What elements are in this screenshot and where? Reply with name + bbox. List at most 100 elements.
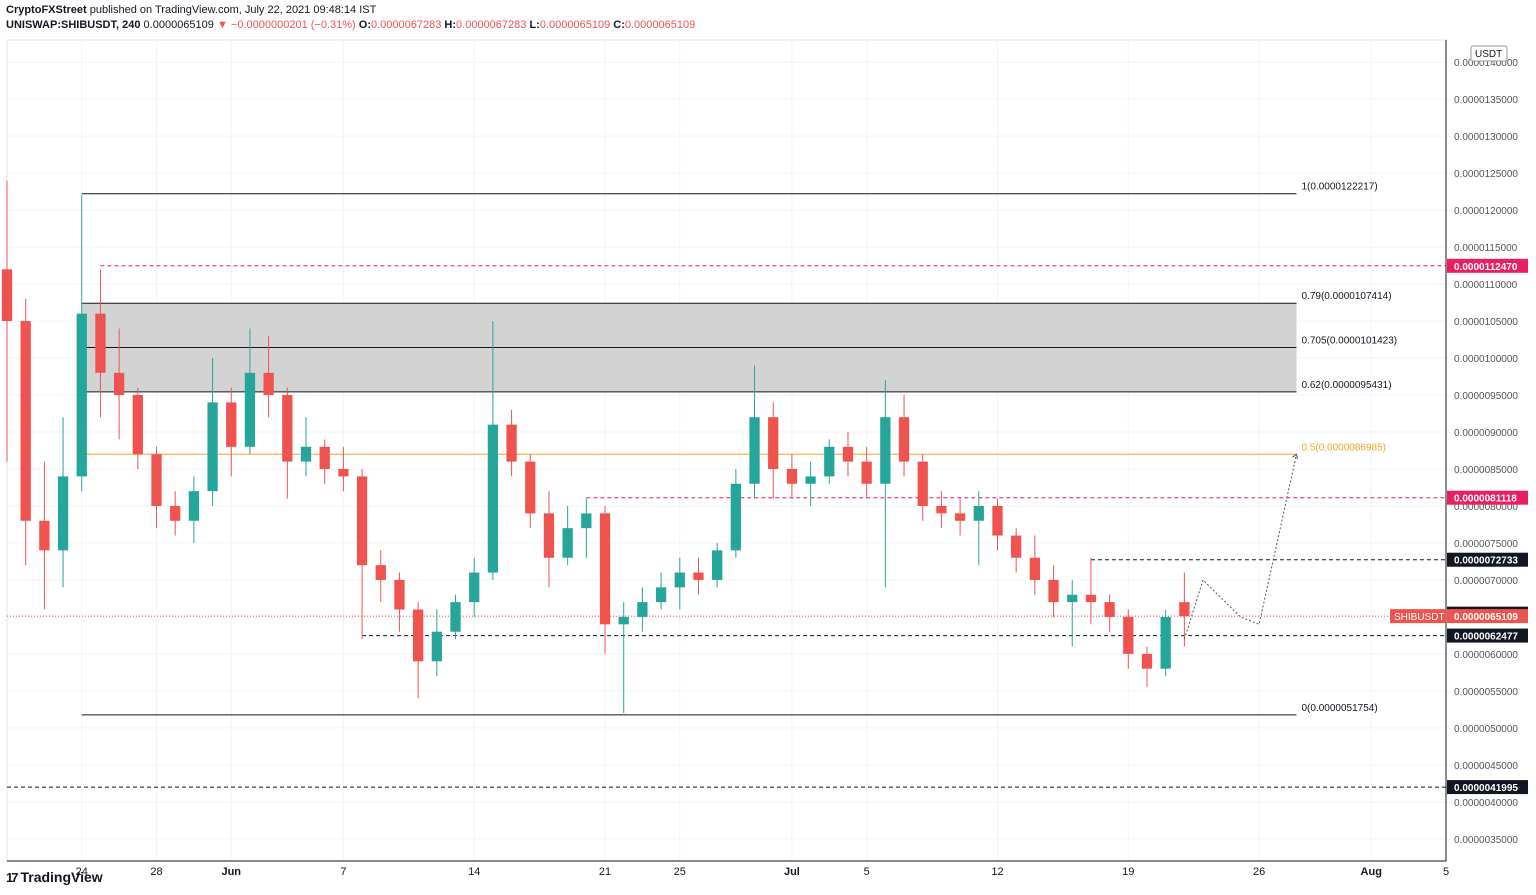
price-tick-label: 0.0000085000 (1454, 465, 1518, 476)
candle-body (749, 417, 760, 484)
price-line-tag-label: 0.0000112470 (1454, 262, 1518, 273)
currency-badge-label: USDT (1475, 49, 1502, 60)
fib-level-label: 0(0.0000051754) (1301, 703, 1377, 714)
projection-arrow-icon (1292, 453, 1298, 460)
fib-level-label: 1(0.0000122217) (1301, 182, 1377, 193)
candle-body (917, 461, 928, 506)
candle-body (113, 372, 125, 396)
candle-body (730, 483, 741, 551)
candle-body (973, 505, 984, 521)
candle-body (954, 513, 966, 521)
price-tick-label: 0.0000115000 (1454, 243, 1518, 254)
close-label: C: (613, 19, 625, 31)
candle-body (693, 572, 704, 580)
price-tick-label: 0.0000120000 (1454, 206, 1518, 217)
candle-body (992, 505, 1003, 536)
candle-body (824, 446, 835, 477)
candle-body (1067, 594, 1078, 603)
high-label: H: (444, 19, 457, 31)
open-value: 0.0000067283 (371, 19, 442, 31)
candle-body (188, 491, 200, 521)
time-tick-label: Jul (784, 866, 800, 878)
projection-path (1183, 454, 1297, 640)
plot-area (6, 39, 1447, 862)
ohlc-line: UNISWAP:SHIBUSDT, 240 0.0000065109 ▼ −0.… (6, 18, 695, 33)
price-line-tag (1447, 780, 1528, 795)
price-tick-label: 0.0000055000 (1454, 687, 1518, 698)
price-line-tag-label: 0.0000072733 (1454, 556, 1518, 567)
candle-body (375, 565, 386, 580)
candle-body (1085, 594, 1097, 603)
fib-level-label: 0.5(0.0000086985) (1301, 442, 1386, 453)
candle-body (450, 602, 461, 632)
candle-body (1029, 557, 1040, 580)
candle-body (356, 476, 368, 566)
tradingview-mark-icon: 17 (6, 869, 19, 885)
time-tick-label: Aug (1361, 866, 1382, 878)
time-tick-label: Jun (221, 866, 241, 878)
candle-body (637, 602, 648, 617)
time-tick-label: 14 (468, 866, 480, 878)
price-line-tag-label: 0.0000041995 (1454, 783, 1518, 794)
price-line-tag-label: 0.0000081118 (1454, 494, 1517, 505)
candle-body (618, 616, 629, 625)
tradingview-logo[interactable]: 17 TradingView (6, 869, 103, 885)
candle-body (543, 513, 555, 558)
candle-body (151, 454, 162, 506)
publisher-line: CryptoFXStreet published on TradingView.… (6, 3, 695, 18)
price-tick-label: 0.0000080000 (1454, 502, 1518, 513)
candle-body (898, 417, 910, 462)
time-tick-label: 12 (991, 866, 1003, 878)
candle-body (712, 550, 723, 580)
candle-body (338, 468, 349, 477)
price-change: −0.0000000201 (−0.31%) (230, 19, 356, 31)
candle-body (842, 446, 854, 462)
price-line-tag-label: 0.0000062477 (1454, 632, 1518, 643)
price-tick-label: 0.0000060000 (1454, 650, 1518, 661)
high-value: 0.0000067283 (456, 19, 527, 31)
candle-body (39, 520, 50, 551)
candle-body (1160, 616, 1171, 669)
candle-body (1123, 616, 1134, 654)
low-value: 0.0000065109 (539, 19, 611, 31)
candle-body (674, 572, 685, 588)
price-tick-label: 0.0000045000 (1454, 761, 1518, 772)
candle-body (1048, 579, 1059, 603)
candle-body (1, 269, 13, 322)
candle-body (95, 313, 106, 373)
candle-body (170, 505, 181, 521)
symbol-label: UNISWAP:SHIBUSDT, 240 (6, 19, 141, 31)
close-value: 0.0000065109 (624, 19, 696, 31)
candle-body (57, 476, 69, 551)
candle-body (469, 572, 480, 603)
candle-body (1141, 653, 1153, 669)
candle-body (319, 446, 330, 469)
candle-body (413, 609, 424, 662)
price-tick-label: 0.0000125000 (1454, 169, 1518, 180)
candle-body (487, 424, 499, 573)
time-tick-label: 19 (1122, 866, 1134, 878)
down-arrow-icon: ▼ (216, 19, 228, 31)
symbol-tag (1390, 609, 1446, 624)
candle-body (394, 579, 405, 610)
price-tick-label: 0.0000035000 (1454, 835, 1518, 846)
price-tick-label: 0.0000135000 (1454, 95, 1518, 106)
last-price: 0.0000065109 (143, 19, 214, 31)
time-tick-label: 5 (864, 866, 870, 878)
time-tick-label: 28 (150, 866, 162, 878)
chart-header: CryptoFXStreet published on TradingView.… (6, 3, 695, 33)
time-tick-label: 26 (1253, 866, 1265, 878)
candle-body (244, 372, 256, 447)
candle-body (936, 505, 947, 514)
price-tick-label: 0.0000050000 (1454, 724, 1518, 735)
candle-body (431, 631, 442, 662)
price-line-tag (1447, 628, 1528, 643)
candle-body (300, 446, 312, 462)
current-price-tag-label: 0.0000065109 (1454, 612, 1518, 623)
candle-body (226, 402, 237, 447)
price-tick-label: 0.0000105000 (1454, 317, 1518, 328)
time-tick-label: 21 (599, 866, 611, 878)
candle-body (1179, 602, 1190, 617)
fib-level-label: 0.705(0.0000101423) (1301, 336, 1397, 347)
